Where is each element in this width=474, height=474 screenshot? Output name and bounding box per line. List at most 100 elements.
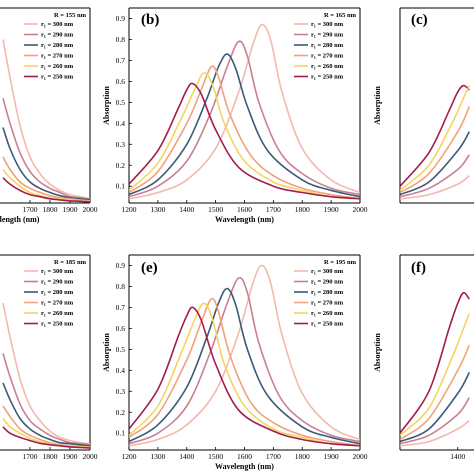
x-tick-label: 1700 — [23, 205, 38, 214]
y-tick-label: 0.9 — [116, 14, 126, 23]
series-group — [2, 303, 90, 449]
panel-0: 1700 1800 1900 2000 Wavelength (nm) R = 155 n… — [0, 7, 98, 224]
x-tick-label: 1800 — [43, 205, 58, 214]
legend-entry: r₁ = 280 nm — [41, 42, 74, 49]
x-tick-label: 1900 — [63, 205, 78, 214]
series-line — [129, 82, 360, 200]
series-line — [129, 53, 360, 198]
series-line — [400, 131, 470, 196]
panel-3: 1700 1800 1900 2000 R = 185 nm r₁ = 300 nm r₁ … — [0, 254, 98, 461]
legend-entry: r₁ = 280 nm — [311, 289, 344, 296]
legend-title: R = 165 nm — [324, 12, 357, 19]
x-axis-label: Wavelength (nm) — [215, 462, 274, 471]
legend-entry: r₁ = 280 nm — [311, 42, 344, 49]
legend-entry: r₁ = 270 nm — [311, 53, 344, 60]
y-axis-label: Absorption — [373, 333, 382, 372]
x-tick-label: 2000 — [83, 205, 98, 214]
x-tick-label: 1400 — [450, 452, 465, 461]
legend-title: R = 195 nm — [324, 259, 357, 266]
series-group — [400, 291, 471, 447]
x-tick-label: 1500 — [208, 205, 223, 214]
panel-label: (e) — [141, 260, 158, 276]
x-tick-label: 1700 — [23, 452, 38, 461]
y-tick-label: 0.3 — [116, 140, 126, 149]
y-axis-label: Absorption — [373, 86, 382, 125]
y-tick-label: 0.3 — [116, 387, 126, 396]
legend-entry: r₁ = 270 nm — [41, 53, 74, 60]
series-line — [400, 397, 470, 445]
legend-entry: r₁ = 300 nm — [311, 268, 344, 275]
y-tick-label: 0.6 — [116, 324, 126, 333]
y-tick-label: 0.4 — [116, 366, 126, 375]
series-line — [400, 291, 470, 434]
series-line — [400, 419, 470, 447]
legend-entry: r₁ = 260 nm — [311, 310, 344, 317]
series-line — [129, 65, 360, 200]
series-line — [2, 353, 90, 446]
legend-entry: r₁ = 290 nm — [41, 32, 74, 39]
x-tick-label: 1400 — [179, 452, 194, 461]
x-tick-label: 2000 — [353, 205, 368, 214]
legend-entry: r₁ = 300 nm — [41, 21, 74, 28]
panel-5: 1400 Absorption (f) — [373, 254, 474, 461]
y-tick-label: 0.1 — [116, 182, 126, 191]
x-tick-label: 1400 — [179, 205, 194, 214]
panel-1: 1200 1300 1400 1500 1600 1700 1800 1900 2000 0.1 0… — [102, 7, 368, 224]
x-tick-label: 1200 — [122, 205, 137, 214]
series-group — [129, 264, 360, 447]
series-line — [400, 372, 471, 443]
series-line — [400, 313, 471, 436]
x-tick-label: 1300 — [150, 205, 165, 214]
legend-entry: r₁ = 270 nm — [41, 300, 74, 307]
y-tick-label: 0.2 — [116, 408, 126, 417]
series-group — [129, 23, 360, 200]
legend-entry: r₁ = 290 nm — [311, 279, 344, 286]
x-tick-label: 2000 — [83, 452, 98, 461]
legend-entry: r₁ = 250 nm — [311, 74, 344, 81]
x-tick-label: 1900 — [63, 452, 78, 461]
y-tick-label: 0.5 — [116, 345, 126, 354]
series-line — [129, 72, 360, 200]
x-tick-label: 1800 — [43, 452, 58, 461]
y-tick-label: 0.7 — [116, 303, 126, 312]
series-line — [2, 97, 90, 200]
y-tick-label: 0.4 — [116, 119, 126, 128]
series-line — [2, 303, 90, 445]
y-tick-label: 0.2 — [116, 161, 126, 170]
series-line — [400, 154, 470, 198]
legend-title: R = 155 nm — [54, 12, 87, 19]
x-tick-label: 1700 — [266, 452, 281, 461]
series-line — [129, 302, 360, 447]
series-line — [2, 156, 90, 202]
y-axis-label: Absorption — [102, 86, 111, 125]
series-line — [400, 106, 471, 194]
x-axis-label: Wavelength (nm) — [215, 215, 274, 224]
legend-entry: r₁ = 250 nm — [311, 321, 344, 328]
series-line — [129, 306, 360, 447]
series-line — [129, 287, 360, 445]
series-line — [129, 276, 360, 445]
series-line — [400, 84, 470, 187]
x-tick-label: 1200 — [122, 452, 137, 461]
panel-label: (f) — [411, 260, 426, 276]
series-line — [129, 264, 360, 447]
series-line — [400, 85, 471, 192]
legend-entry: r₁ = 300 nm — [311, 21, 344, 28]
x-tick-label: 2000 — [353, 452, 368, 461]
series-line — [129, 40, 360, 198]
x-tick-label: 1800 — [295, 452, 310, 461]
legend-entry: r₁ = 290 nm — [41, 279, 74, 286]
legend-entry: r₁ = 250 nm — [41, 74, 74, 81]
x-tick-label: 1300 — [150, 452, 165, 461]
panel-2: Absorption (c) — [373, 7, 474, 204]
legend-entry: r₁ = 290 nm — [311, 32, 344, 39]
series-line — [129, 297, 360, 447]
x-tick-label: 1900 — [324, 205, 339, 214]
legend-title: R = 185 nm — [54, 259, 87, 266]
legend-entry: r₁ = 260 nm — [41, 310, 74, 317]
y-tick-label: 0.7 — [116, 56, 126, 65]
series-line — [400, 344, 471, 441]
series-line — [2, 177, 90, 203]
series-line — [2, 127, 90, 201]
